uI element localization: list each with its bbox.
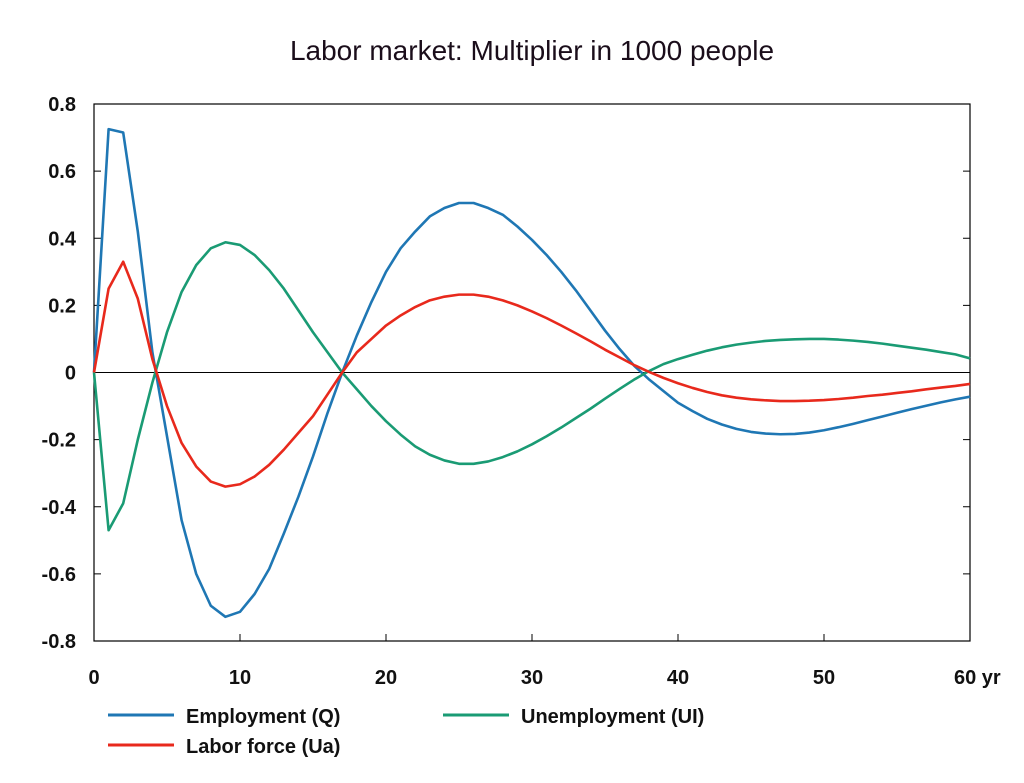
x-tick-label: 20 [375,667,397,689]
legend-label-labor-force-ua: Labor force (Ua) [186,736,340,758]
series-line-labor-force-ua [92,260,971,488]
y-tick-label: 0.6 [48,161,76,183]
y-tick-label: -0.8 [42,631,76,653]
x-tick-label: 60 yr [954,667,1001,689]
x-tick-label: 30 [521,667,543,689]
plot-area: 0.8 0.6 0.4 0.2 0 -0.2 -0.4 -0.6 -0.8 0 10 20 30 40 50… [42,94,1001,689]
series-line-employment-q [92,127,971,619]
legend-label-unemployment-ui: Unemployment (UI) [521,706,704,728]
x-tick-label: 10 [229,667,251,689]
y-tick-label: 0.2 [48,295,76,317]
y-tick-label: -0.2 [42,430,76,452]
legend: Employment (Q) Unemployment (UI) Labor for… [108,706,704,758]
y-tick-label: 0.4 [48,228,77,250]
series-line-unemployment-ui [92,240,971,532]
x-tick-label: 50 [813,667,835,689]
y-tick-label: 0.8 [48,94,76,116]
y-tick-label: 0 [65,363,76,385]
chart-title: Labor market: Multiplier in 1000 people [290,35,774,66]
x-tick-label: 0 [88,667,99,689]
legend-label-employment-q: Employment (Q) [186,706,340,728]
x-tick-label: 40 [667,667,689,689]
y-tick-label: -0.6 [42,564,76,586]
y-tick-label: -0.4 [42,497,77,519]
